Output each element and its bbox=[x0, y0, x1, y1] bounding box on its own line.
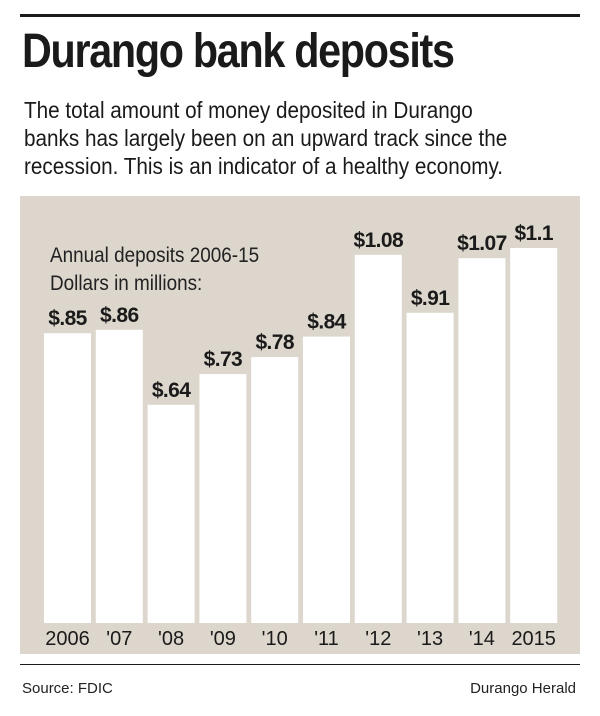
credit-note: Durango Herald bbox=[470, 680, 576, 697]
data-label-3: $.73 bbox=[204, 348, 242, 371]
bar-1 bbox=[95, 329, 143, 623]
data-label-7: $.91 bbox=[411, 287, 450, 310]
subtitle-line-3: recession. This is an indicator of a hea… bbox=[24, 153, 504, 179]
bar-7 bbox=[406, 312, 454, 623]
footer-rule bbox=[20, 664, 580, 665]
data-label-2: $.64 bbox=[152, 379, 191, 402]
bar-4 bbox=[251, 357, 299, 623]
data-label-5: $.84 bbox=[307, 311, 346, 334]
x-tick-label-7: '13 bbox=[417, 628, 443, 650]
bar-6 bbox=[354, 254, 402, 624]
bar-3 bbox=[199, 374, 247, 623]
bar-8 bbox=[458, 258, 506, 623]
x-tick-label-3: '09 bbox=[210, 628, 236, 650]
chart-title: Durango bank deposits bbox=[22, 25, 455, 78]
subtitle-line-2: banks has largely been on an upward trac… bbox=[24, 125, 508, 151]
x-tick-label-5: '11 bbox=[314, 628, 339, 650]
top-rule bbox=[20, 14, 580, 17]
x-tick-label-0: 2006 bbox=[45, 628, 90, 650]
x-tick-label-2: '08 bbox=[158, 628, 184, 650]
bar-2 bbox=[147, 404, 195, 623]
data-label-6: $1.08 bbox=[354, 229, 404, 252]
chart-subtitle: The total amount of money deposited in D… bbox=[24, 96, 564, 180]
bar-5 bbox=[303, 336, 350, 623]
x-tick-label-6: '12 bbox=[365, 628, 391, 650]
bar-9 bbox=[510, 248, 558, 623]
x-tick-label-1: '07 bbox=[106, 628, 132, 650]
data-label-1: $.86 bbox=[100, 304, 138, 327]
chart-note-line-1: Annual deposits 2006-15 bbox=[50, 244, 260, 267]
chart-note-line-2: Dollars in millions: bbox=[50, 272, 203, 295]
data-label-4: $.78 bbox=[255, 331, 294, 354]
x-tick-label-9: 2015 bbox=[511, 628, 556, 650]
bar-0 bbox=[44, 333, 91, 623]
data-label-8: $1.07 bbox=[457, 232, 507, 255]
data-label-9: $1.1 bbox=[514, 222, 553, 245]
data-label-0: $.85 bbox=[48, 307, 87, 330]
subtitle-line-1: The total amount of money deposited in D… bbox=[24, 97, 473, 123]
source-note: Source: FDIC bbox=[22, 680, 113, 697]
x-tick-label-4: '10 bbox=[262, 628, 288, 650]
x-tick-label-8: '14 bbox=[469, 628, 495, 650]
chart-note: Annual deposits 2006-15 Dollars in milli… bbox=[50, 242, 259, 298]
